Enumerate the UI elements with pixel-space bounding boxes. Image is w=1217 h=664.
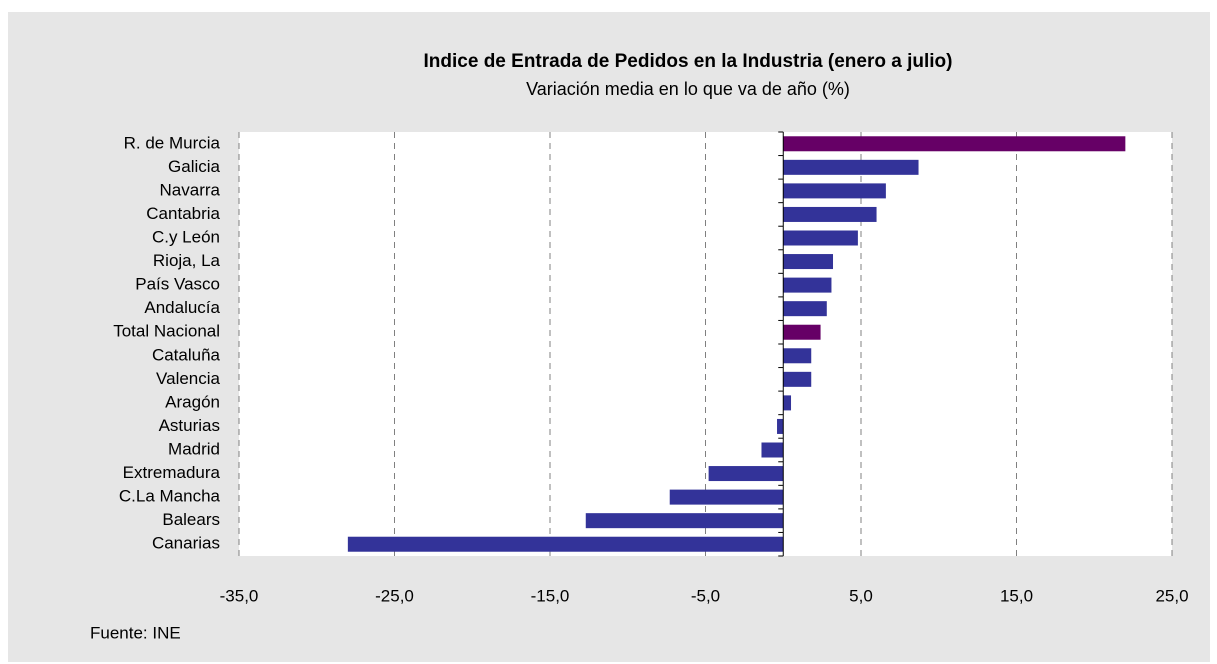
chart-subtitle: Variación media en lo que va de año (%) xyxy=(526,79,850,99)
y-tick-label: Total Nacional xyxy=(113,322,220,341)
y-tick-label: Madrid xyxy=(168,439,220,458)
bar xyxy=(708,466,784,482)
y-tick-label: Aragón xyxy=(165,392,220,411)
y-tick-label: Asturias xyxy=(159,416,220,435)
y-tick-label: Balears xyxy=(162,510,220,529)
bar xyxy=(585,513,784,529)
y-tick-label: País Vasco xyxy=(135,275,220,294)
bar xyxy=(783,206,877,222)
bar xyxy=(783,277,832,293)
bar xyxy=(783,371,812,387)
x-tick-label: 25,0 xyxy=(1155,586,1188,605)
bar xyxy=(783,301,827,317)
bar xyxy=(783,183,886,199)
x-tick-label: -15,0 xyxy=(531,586,570,605)
x-tick-label: 15,0 xyxy=(1000,586,1033,605)
bar xyxy=(783,159,919,175)
y-tick-label: Andalucía xyxy=(144,298,220,317)
y-tick-label: R. de Murcia xyxy=(124,133,221,152)
bar xyxy=(783,136,1126,152)
bar xyxy=(777,418,784,434)
y-tick-label: Cantabria xyxy=(146,204,220,223)
y-tick-label: Rioja, La xyxy=(153,251,221,270)
y-tick-label: C.La Mancha xyxy=(119,487,221,506)
bar xyxy=(783,230,858,246)
y-tick-label: Navarra xyxy=(160,180,221,199)
y-tick-label: Extremadura xyxy=(123,463,221,482)
x-tick-label: -5,0 xyxy=(691,586,720,605)
bar xyxy=(347,536,784,552)
x-tick-label: -25,0 xyxy=(375,586,414,605)
x-tick-label: 5,0 xyxy=(849,586,873,605)
y-tick-label: C.y León xyxy=(152,227,220,246)
bar xyxy=(783,324,821,340)
bar xyxy=(783,254,834,270)
y-tick-label: Cataluña xyxy=(152,345,221,364)
bar xyxy=(761,442,784,458)
source: Fuente: INE xyxy=(90,623,181,642)
y-tick-label: Galicia xyxy=(168,157,221,176)
x-tick-label: -35,0 xyxy=(220,586,259,605)
y-tick-label: Valencia xyxy=(156,369,220,388)
bar xyxy=(783,395,792,411)
y-tick-label: Canarias xyxy=(152,534,220,553)
chart-title: Indice de Entrada de Pedidos en la Indus… xyxy=(424,51,953,72)
bar xyxy=(783,348,812,364)
bar xyxy=(669,489,784,505)
